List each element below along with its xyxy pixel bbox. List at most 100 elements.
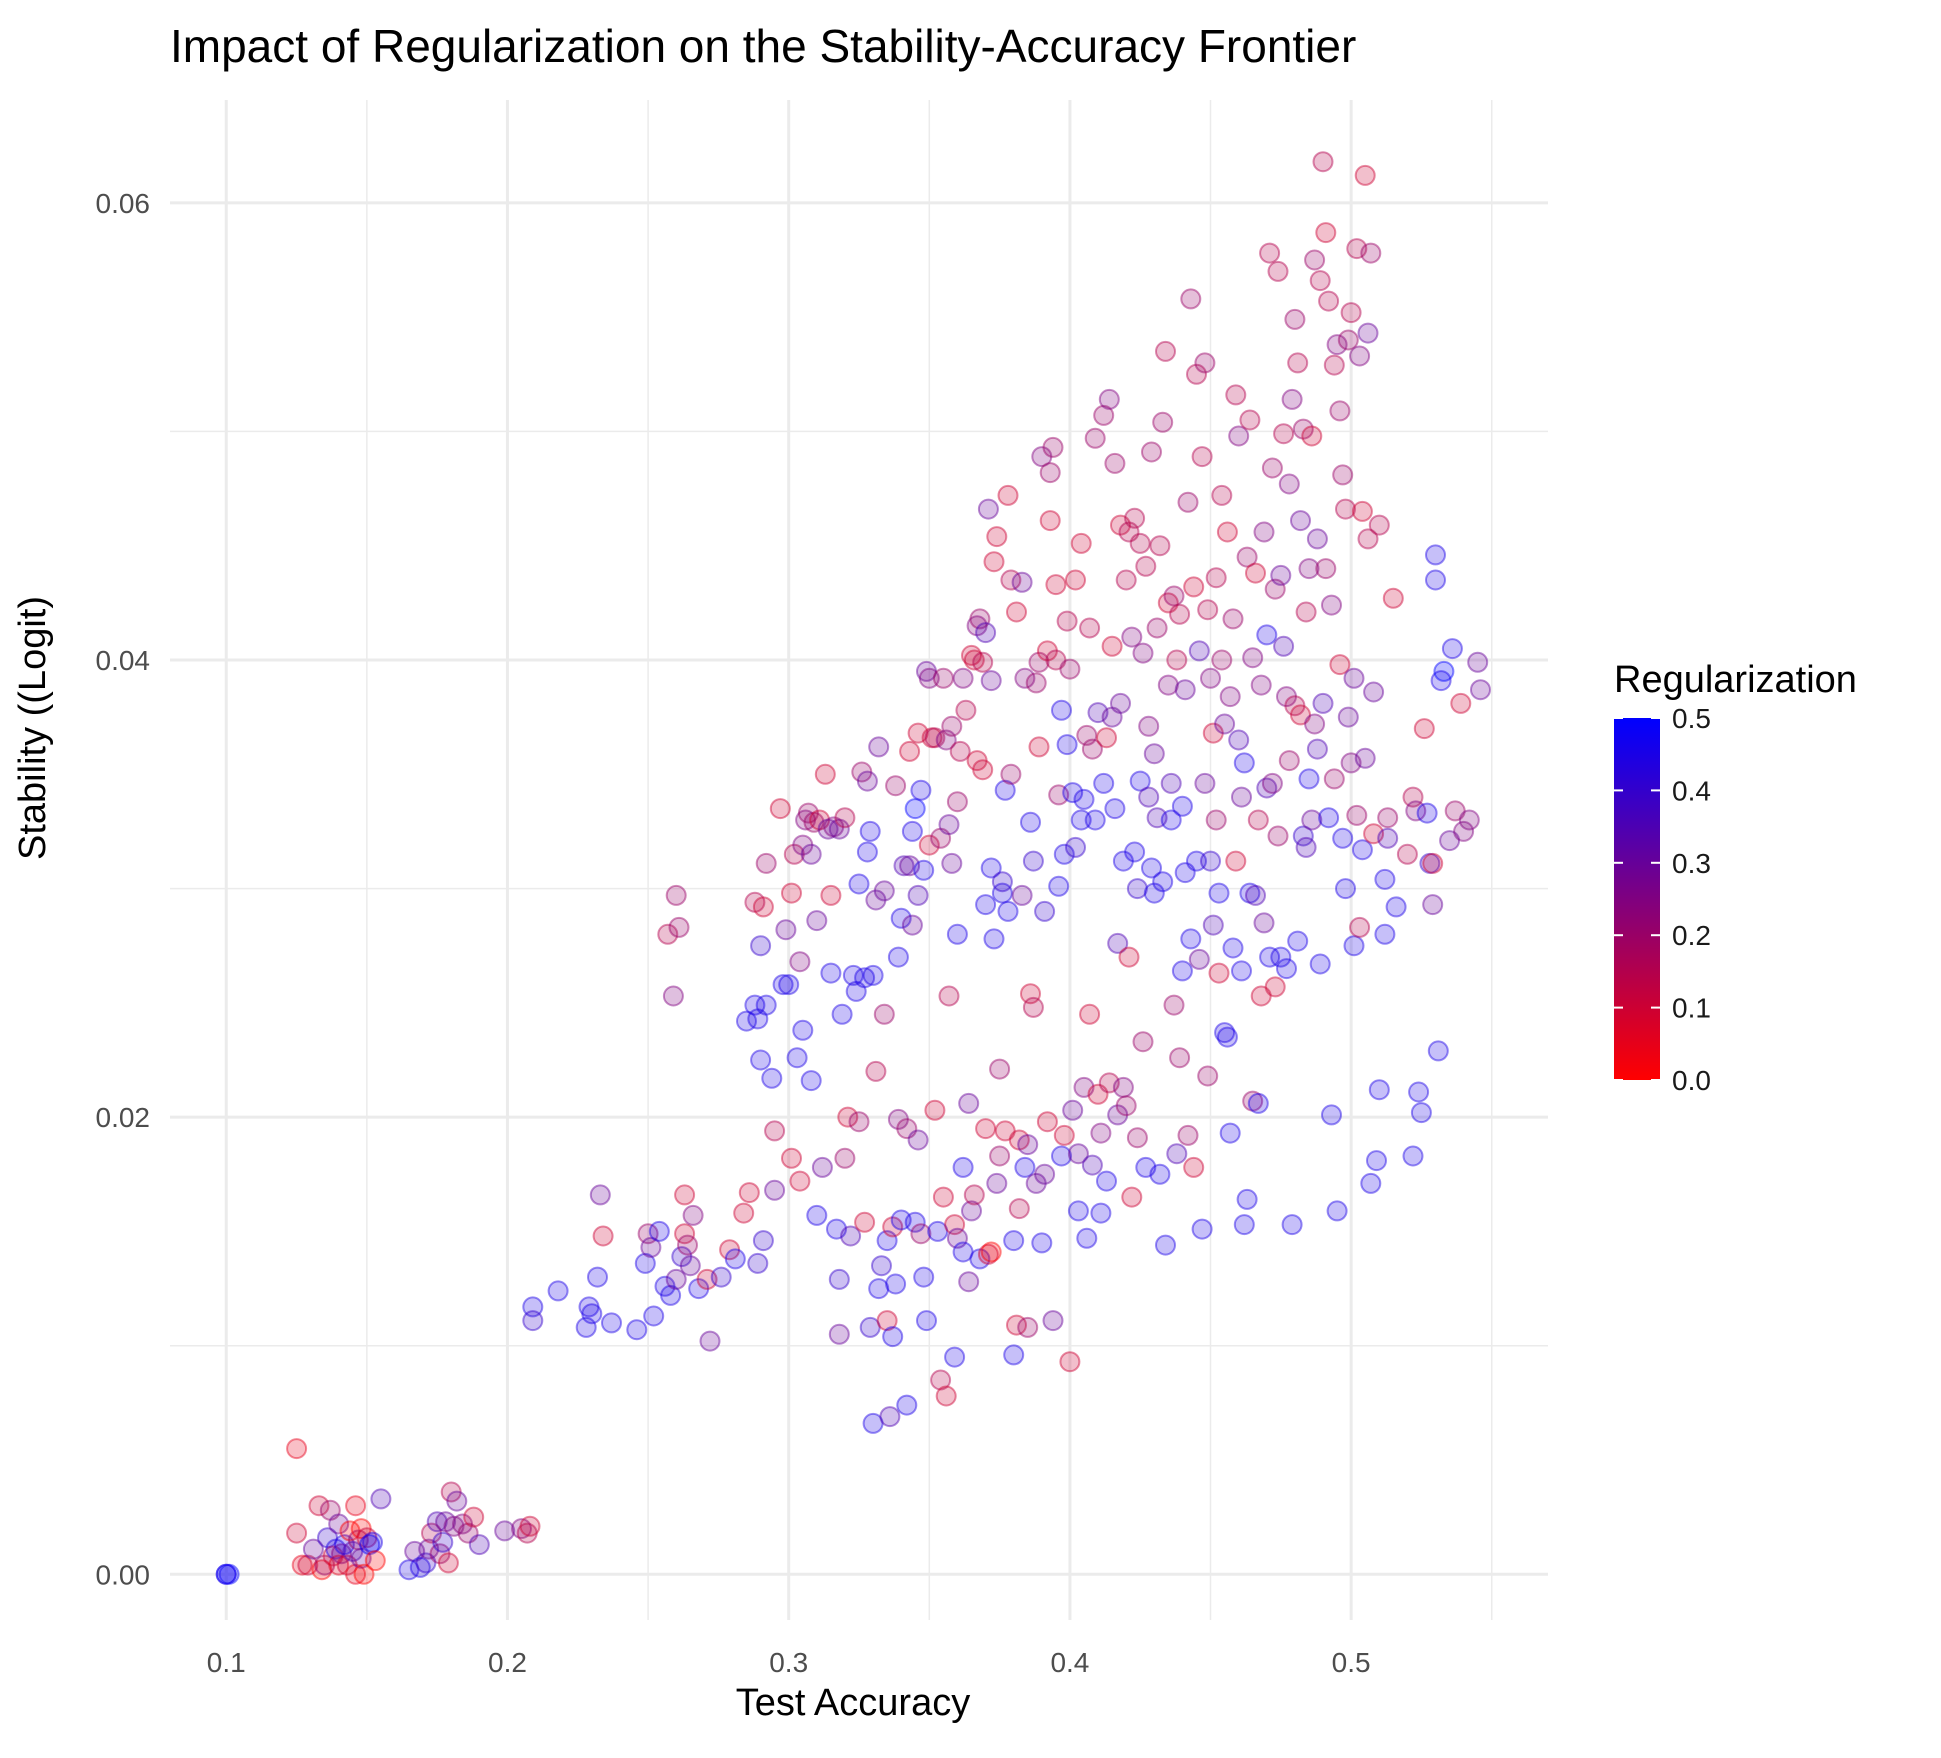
- data-point: [1402, 786, 1424, 808]
- data-point: [975, 1118, 997, 1140]
- data-point: [733, 1202, 755, 1224]
- data-point: [1008, 1129, 1030, 1151]
- data-point: [654, 1275, 676, 1297]
- data-point: [1312, 692, 1334, 714]
- data-point: [969, 1248, 991, 1270]
- data-point: [1346, 804, 1368, 826]
- data-point: [302, 1538, 324, 1560]
- data-point: [1101, 706, 1123, 728]
- data-point: [1236, 546, 1258, 568]
- data-point: [1205, 809, 1227, 831]
- data-point: [1343, 667, 1365, 689]
- data-point: [1335, 878, 1356, 900]
- data-point: [958, 1092, 980, 1114]
- data-point: [1006, 1314, 1027, 1336]
- data-point: [828, 1323, 850, 1345]
- data-point: [1425, 544, 1446, 566]
- data-point: [1259, 242, 1281, 264]
- data-point: [989, 1058, 1011, 1080]
- data-point: [1183, 576, 1205, 598]
- data-point: [961, 1200, 982, 1222]
- data-point: [1458, 809, 1480, 831]
- data-point: [657, 923, 679, 945]
- data-point: [1200, 850, 1221, 872]
- data-point: [1298, 558, 1320, 580]
- data-point: [944, 1346, 966, 1368]
- data-point: [1267, 825, 1289, 847]
- data-point: [1090, 1202, 1112, 1224]
- data-point: [1247, 809, 1269, 831]
- data-point: [949, 740, 971, 762]
- data-point: [1014, 1156, 1036, 1178]
- data-point: [1267, 260, 1289, 282]
- data-point: [1163, 994, 1185, 1016]
- data-point: [1278, 750, 1300, 772]
- data-point: [1006, 601, 1027, 623]
- data-point: [986, 1172, 1008, 1194]
- data-point: [1292, 418, 1314, 440]
- data-point: [1146, 807, 1168, 829]
- data-point: [696, 1268, 718, 1290]
- data-point: [1146, 617, 1168, 639]
- data-point: [1222, 608, 1244, 630]
- data-point: [1056, 610, 1078, 632]
- data-point: [896, 1118, 918, 1140]
- data-point: [1270, 564, 1292, 586]
- data-point: [1124, 507, 1146, 529]
- data-point: [1408, 1081, 1430, 1103]
- data-point: [907, 1129, 929, 1151]
- data-point: [1188, 948, 1210, 970]
- data-point: [961, 644, 982, 666]
- data-point: [1377, 807, 1399, 829]
- data-point: [983, 928, 1005, 950]
- data-point: [826, 1218, 847, 1240]
- data-point: [1076, 1227, 1098, 1249]
- data-point: [930, 1369, 952, 1391]
- data-point: [1354, 164, 1376, 186]
- data-point: [868, 736, 890, 758]
- data-point: [823, 816, 845, 838]
- data-point: [1025, 672, 1047, 694]
- data-point: [1219, 686, 1241, 708]
- data-point: [1160, 772, 1182, 794]
- data-point: [859, 1316, 881, 1338]
- data-point: [1287, 352, 1309, 374]
- data-point: [314, 1554, 336, 1576]
- data-point: [1042, 436, 1064, 458]
- data-point: [862, 1412, 884, 1434]
- data-point: [626, 1319, 648, 1341]
- data-point: [781, 882, 802, 904]
- data-point: [1084, 809, 1106, 831]
- data-point: [783, 843, 805, 865]
- data-point: [682, 1204, 704, 1226]
- data-point: [522, 1310, 544, 1332]
- data-point: [1065, 569, 1086, 591]
- data-point: [1152, 411, 1174, 433]
- data-point: [913, 1266, 935, 1288]
- data-point: [1340, 752, 1362, 774]
- data-point: [356, 1527, 378, 1549]
- data-point: [820, 962, 842, 984]
- data-point: [994, 1120, 1016, 1142]
- data-point: [1219, 1122, 1241, 1144]
- data-point: [1121, 626, 1143, 648]
- data-point: [353, 1563, 375, 1585]
- data-point: [1374, 923, 1396, 945]
- data-point: [1045, 574, 1067, 596]
- data-point: [1366, 1150, 1387, 1172]
- data-point: [1337, 329, 1359, 351]
- data-point: [972, 651, 994, 673]
- data-point: [446, 1490, 468, 1512]
- data-point: [1118, 521, 1140, 543]
- data-point: [1264, 976, 1286, 998]
- data-point: [1298, 768, 1320, 790]
- data-point: [1256, 777, 1278, 799]
- data-point: [1306, 738, 1328, 760]
- data-point: [1287, 930, 1309, 952]
- data-point: [1177, 491, 1199, 513]
- gridlines: [170, 100, 1548, 1620]
- data-point: [1096, 727, 1117, 749]
- data-point: [865, 889, 887, 911]
- data-point: [643, 1305, 665, 1327]
- data-point: [1439, 830, 1461, 852]
